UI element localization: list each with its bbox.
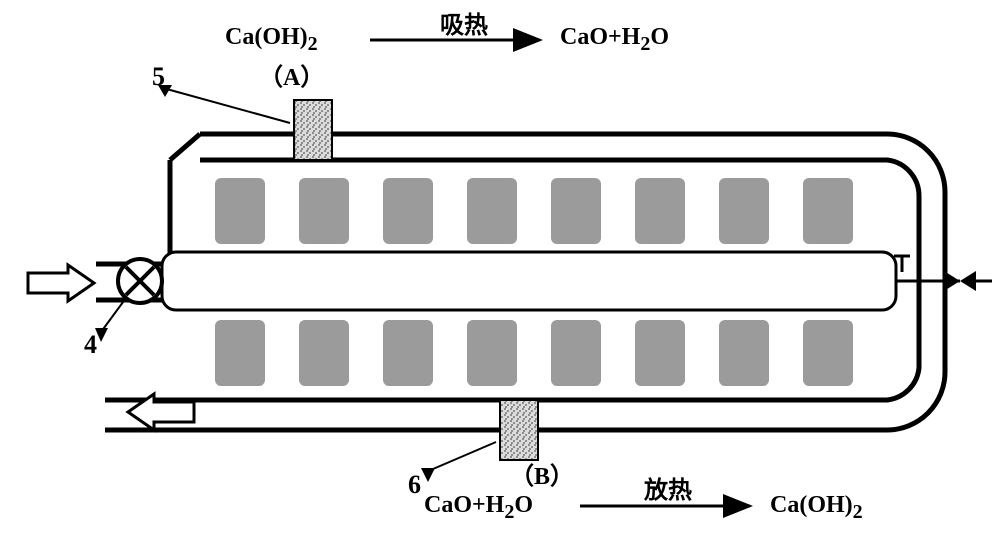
callout-four: 4 [84, 330, 97, 360]
fin-top [719, 178, 769, 244]
fin-top [383, 178, 433, 244]
fin-bottom [551, 320, 601, 386]
top-lhs: Ca(OH)2 [225, 24, 318, 56]
fin-bottom [719, 320, 769, 386]
hatched-block-top [294, 100, 332, 160]
bottom-rhs: Ca(OH)2 [770, 492, 863, 524]
leader-five [163, 88, 290, 123]
fins-bottom-row [215, 320, 853, 386]
callout-five: 5 [152, 62, 165, 92]
fin-top [467, 178, 517, 244]
inner-tube [162, 252, 896, 310]
fin-bottom [635, 320, 685, 386]
hatched-block-bottom [500, 400, 538, 460]
diagram-svg [0, 0, 1000, 534]
callout-six: 6 [408, 470, 421, 500]
valve-tri-left [960, 271, 976, 291]
leader-six [426, 442, 496, 472]
inlet-arrow-icon [28, 265, 94, 301]
top-tag-A: （A） [259, 57, 324, 92]
entry-notch [170, 134, 200, 160]
bottom-arrow-label: 放热 [644, 470, 692, 505]
valve-tri-right [944, 271, 960, 291]
fan-icon [118, 259, 162, 303]
fin-top [803, 178, 853, 244]
bottom-tag-B: （B） [510, 456, 574, 491]
top-rhs: CaO+H2O [560, 24, 669, 56]
fin-bottom [299, 320, 349, 386]
fin-top [215, 178, 265, 244]
fin-top [299, 178, 349, 244]
leader-six-head [421, 468, 435, 482]
fin-bottom [803, 320, 853, 386]
fin-top [551, 178, 601, 244]
bottom-lhs: CaO+H2O [424, 492, 533, 524]
top-arrow-label: 吸热 [440, 5, 488, 40]
fins-top-row [215, 178, 853, 244]
fin-bottom [215, 320, 265, 386]
fin-top [635, 178, 685, 244]
fin-bottom [383, 320, 433, 386]
leader-four [101, 298, 126, 332]
fin-bottom [467, 320, 517, 386]
